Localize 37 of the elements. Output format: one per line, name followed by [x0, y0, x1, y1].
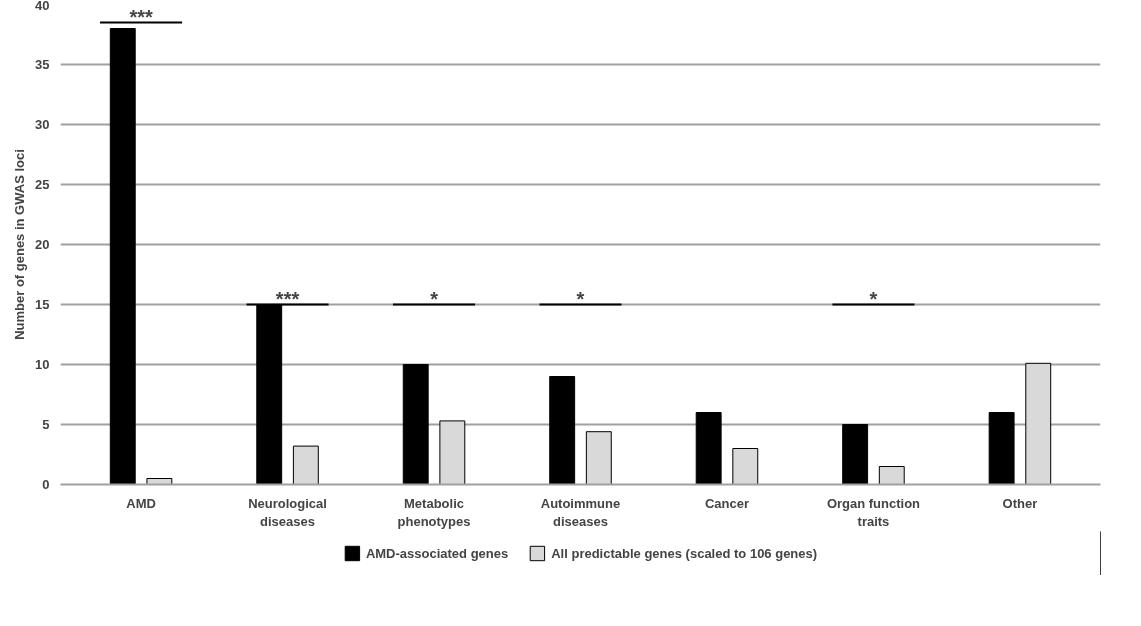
y-tick-label: 40 [35, 0, 50, 13]
bar [585, 431, 612, 485]
bar [439, 420, 466, 485]
bar [988, 412, 1015, 485]
x-tick-label: Other [1002, 495, 1038, 511]
annotation: * [869, 287, 878, 310]
annotation: *** [275, 287, 300, 310]
y-axis-title: Number of genes in GWAS loci [12, 149, 28, 340]
y-tick-label: 10 [35, 357, 50, 372]
bar [109, 28, 136, 485]
x-tick-label: Autoimmune diseases [540, 495, 621, 529]
y-tick-label: 35 [35, 57, 50, 72]
x-tick-label: Organ function traits [826, 495, 921, 529]
legend-label: All predictable genes (scaled to 106 genes) [551, 545, 818, 561]
y-tick-label: 25 [35, 177, 50, 192]
x-tick-label: Metabolic phenotypes [397, 495, 471, 529]
bar [878, 466, 905, 485]
bar [695, 412, 722, 485]
annotation: *** [129, 5, 153, 28]
y-tick-label: 15 [35, 297, 50, 312]
bar [402, 364, 429, 485]
x-tick-label: Neurological diseases [248, 495, 327, 529]
x-tick-label: Cancer [704, 495, 750, 511]
bar [1025, 362, 1052, 485]
annotation: * [576, 287, 585, 310]
bar [292, 445, 319, 485]
bar [732, 448, 759, 485]
y-tick-label: 5 [42, 417, 50, 432]
annotation: * [430, 287, 439, 310]
y-tick-label: 30 [35, 117, 50, 132]
y-tick-label: 20 [35, 237, 50, 252]
x-tick-label: AMD [126, 495, 156, 511]
legend-label: AMD-associated genes [365, 545, 509, 561]
bar [842, 424, 869, 485]
y-tick-label: 0 [42, 477, 50, 492]
bar [549, 376, 576, 485]
bar [146, 478, 173, 485]
